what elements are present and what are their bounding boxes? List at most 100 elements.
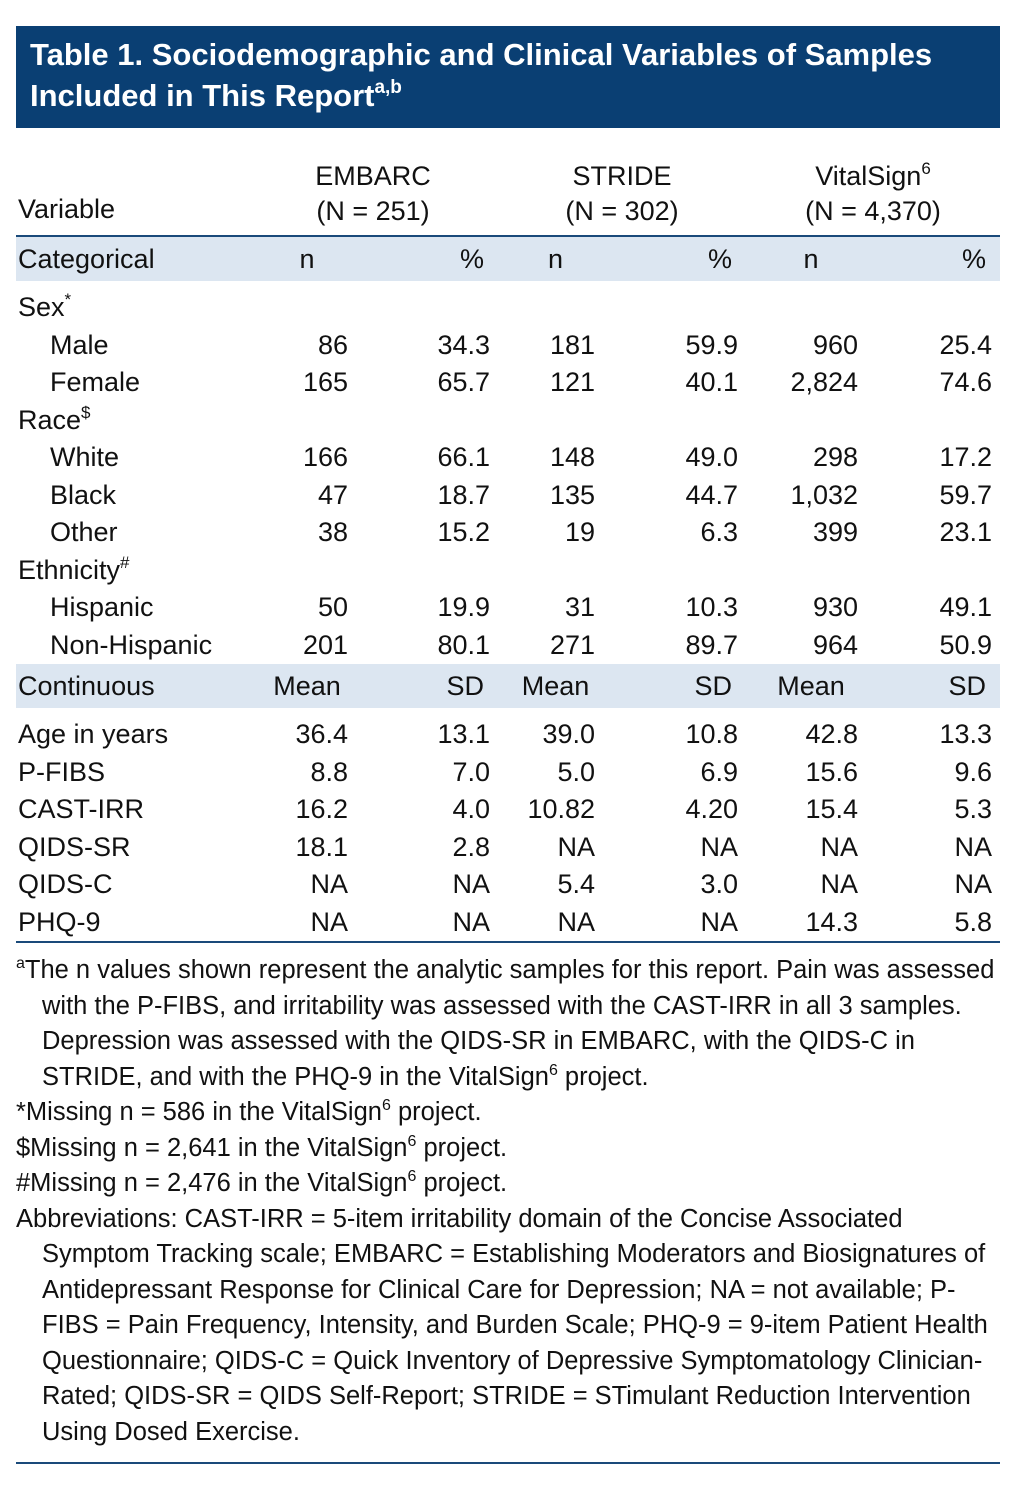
table-cell: 165	[302, 367, 348, 398]
table-cell: 36.4	[295, 719, 348, 750]
table-cell: 15.6	[805, 756, 859, 787]
table-cell: 399	[812, 517, 859, 548]
row-label: Age in years	[18, 719, 169, 750]
column-header: SD	[613, 664, 747, 708]
footnotes: aThe n values shown represent the analyt…	[16, 953, 1000, 1450]
section-label-mark: *	[64, 290, 72, 310]
group-n: (N = 4,370)	[805, 196, 941, 226]
table-cell: 59.7	[939, 479, 993, 510]
row-label: CAST-IRR	[18, 794, 145, 825]
categorical-band-row: Categorical n% n% n%	[16, 236, 1001, 281]
row-label: QIDS-C	[18, 869, 113, 900]
categorical-section: Categorical n% n% n% Sex* Male 86 34.3 181 59.9 96…	[16, 236, 1001, 664]
group-header-vitalsign: VitalSign6 (N = 4,370)	[746, 128, 1000, 236]
column-header: n	[746, 236, 877, 281]
table-cell: NA	[557, 906, 596, 937]
footnote-a-sup: 6	[548, 1061, 558, 1079]
table-cell: 50.9	[939, 629, 993, 660]
section-row: Race$	[16, 402, 1000, 440]
table-cell: 121	[549, 367, 596, 398]
table-cell: 18.7	[437, 479, 491, 510]
table-bottom-rule	[16, 941, 1000, 943]
column-header: n	[248, 236, 366, 281]
group-name: VitalSign	[815, 161, 922, 191]
table-cell: 42.8	[805, 719, 859, 750]
footnote-dollar: $Missing n = 2,641 in the VitalSign6 pro…	[16, 1131, 1000, 1167]
continuous-band-label: Continuous	[16, 664, 248, 708]
table-cell: 4.20	[685, 794, 739, 825]
table-cell: 49.1	[939, 592, 993, 623]
table-cell: NA	[700, 906, 739, 937]
column-header: n	[498, 236, 614, 281]
table-cell: 135	[549, 479, 596, 510]
section-row: Sex*	[16, 281, 1000, 327]
table-cell: 18.1	[295, 831, 348, 862]
table-cell: 148	[549, 442, 596, 473]
table-cell: 6.9	[700, 756, 739, 787]
table-cell: 2.8	[452, 831, 491, 862]
table-cell: 5.0	[557, 756, 596, 787]
table-cell: 10.8	[685, 719, 739, 750]
table-cell: 960	[812, 329, 859, 360]
group-header-embarc: EMBARC (N = 251)	[248, 128, 498, 236]
table-cell: 7.0	[452, 756, 491, 787]
table-cell: NA	[310, 906, 348, 937]
table-cell: NA	[700, 831, 739, 862]
section-label: Ethnicity#	[16, 552, 1000, 590]
table-cell: 38	[317, 517, 348, 548]
table-cell: 930	[812, 592, 859, 623]
data-table: Variable EMBARC (N = 251) STRIDE (N = 30…	[16, 128, 1001, 942]
footnote-hash-tail: project.	[416, 1169, 508, 1197]
table-cell: 74.6	[939, 367, 993, 398]
footnote-abbreviations: Abbreviations: CAST-IRR = 5-item irritab…	[16, 1204, 988, 1446]
table-cell: 1,032	[790, 479, 859, 510]
table-cell: 13.3	[939, 719, 993, 750]
row-label: P-FIBS	[18, 756, 106, 787]
footnote-a-text: The n values shown represent the analyti…	[24, 956, 995, 1091]
bottom-rule	[16, 1462, 1000, 1464]
group-header-stride: STRIDE (N = 302)	[498, 128, 746, 236]
section-label: Sex*	[16, 281, 1000, 327]
column-header: SD	[876, 664, 1001, 708]
group-name: STRIDE	[572, 161, 672, 191]
table-cell: 16.2	[295, 794, 348, 825]
table-row: Female 165 65.7 121 40.1 2,824 74.6	[16, 364, 1000, 402]
table-cell: 25.4	[939, 329, 993, 360]
table-cell: 86	[317, 329, 348, 360]
table-row: CAST-IRR 16.2 4.0 10.82 4.20 15.4 5.3	[16, 791, 1000, 829]
row-label: Other	[50, 517, 118, 548]
group-sup: 6	[921, 159, 931, 178]
table-cell: NA	[820, 831, 859, 862]
table-cell: 10.3	[685, 592, 739, 623]
table-cell: 17.2	[939, 442, 993, 473]
footnote-star: *Missing n = 586 in the VitalSign6 proje…	[16, 1095, 1000, 1131]
row-label: PHQ-9	[18, 906, 101, 937]
table-cell: 5.3	[954, 794, 993, 825]
table-cell: 201	[302, 629, 348, 660]
table-cell: NA	[954, 869, 993, 900]
footnote-star-sup: 6	[381, 1097, 391, 1114]
section-label-mark: $	[81, 402, 91, 422]
row-label: Female	[50, 367, 141, 398]
table-title-text: Table 1. Sociodemographic and Clinical V…	[30, 37, 933, 113]
footnote-dollar-tail: project.	[416, 1133, 508, 1162]
table-row: QIDS-SR 18.1 2.8 NA NA NA NA	[16, 829, 1000, 867]
footnote-a: aThe n values shown represent the analyt…	[16, 953, 1000, 1095]
table-row: PHQ-9 NA NA NA NA 14.3 5.8	[16, 904, 1000, 942]
column-header: %	[876, 236, 1001, 281]
table-cell: 59.9	[685, 329, 739, 360]
table-cell: NA	[954, 831, 993, 862]
column-header: Mean	[746, 664, 877, 708]
continuous-section: Continuous Mean SD Mean SD Mean SD Age in years…	[16, 664, 1001, 942]
table-cell: 964	[812, 629, 859, 660]
section-label: Race$	[16, 402, 1000, 440]
table-row: Age in years 36.4 13.1 39.0 10.8 42.8 13.3	[16, 708, 1000, 754]
section-label-text: Race	[18, 404, 82, 435]
table-cell: NA	[452, 906, 491, 937]
table-cell: 15.2	[437, 517, 491, 548]
table-cell: 271	[549, 629, 596, 660]
table-cell: 39.0	[542, 719, 596, 750]
table-cell: NA	[310, 869, 348, 900]
table-cell: 4.0	[452, 794, 491, 825]
table-row: Hispanic 50 19.9 31 10.3 930 49.1	[16, 589, 1000, 627]
